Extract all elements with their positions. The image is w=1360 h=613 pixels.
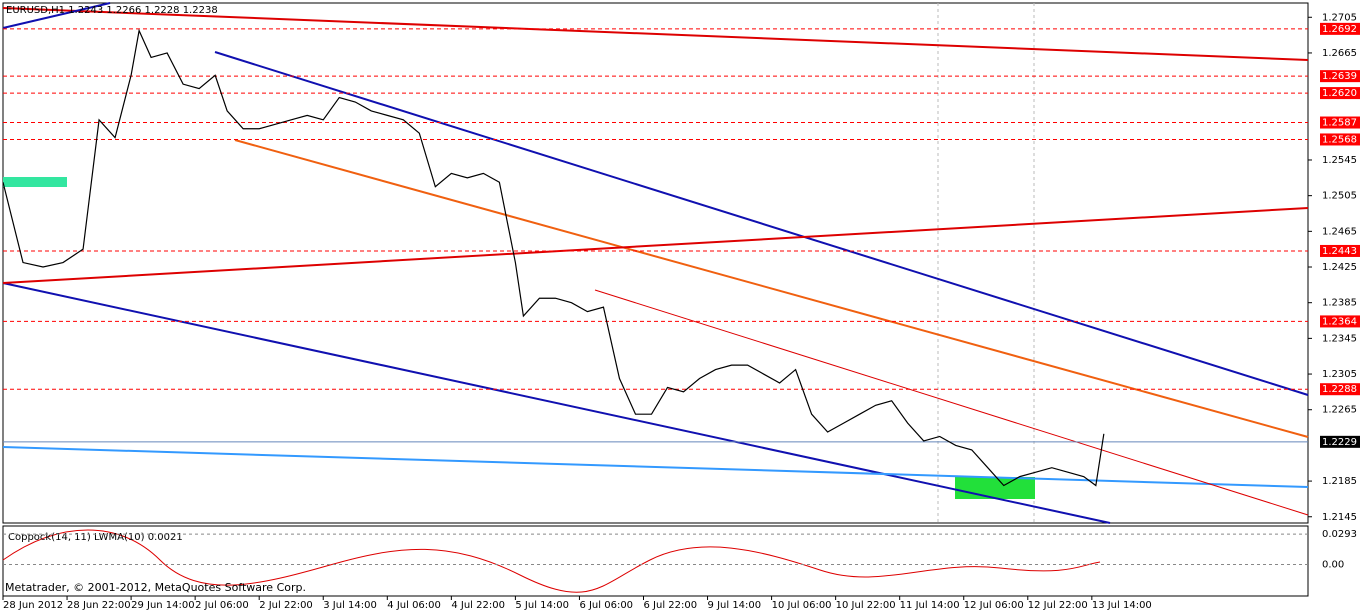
- drawings: [2, 2, 1309, 593]
- trend-line: [234, 139, 1309, 438]
- y-tick-label: 1.2665: [1322, 48, 1357, 59]
- indicator-panel: [2, 525, 1309, 597]
- y-tick-label: 1.2345: [1322, 333, 1357, 344]
- level-label: 1.2587: [1322, 118, 1357, 129]
- y-tick-label: 1.2705: [1322, 12, 1357, 23]
- x-tick-label: 2 Jul 06:00: [195, 600, 249, 611]
- indicator-title: Coppock(14, 11) LWMA(10) 0.0021: [8, 532, 183, 543]
- x-tick-label: 29 Jun 14:00: [131, 600, 195, 611]
- trend-line: [214, 51, 1309, 396]
- x-tick-label: 10 Jul 22:00: [836, 600, 896, 611]
- x-tick-label: 11 Jul 14:00: [900, 600, 960, 611]
- level-tag: [1320, 133, 1360, 146]
- trend-line: [2, 446, 1309, 488]
- level-tag: [1320, 244, 1360, 257]
- y-tick-label: 1.2505: [1322, 191, 1357, 202]
- trend-line: [2, 2, 111, 29]
- y-tick-label: 1.2425: [1322, 262, 1357, 273]
- level-label: 1.2568: [1322, 134, 1357, 145]
- y-tick-label: 1.2185: [1322, 476, 1357, 487]
- x-tick-label: 12 Jul 06:00: [964, 600, 1024, 611]
- x-tick-label: 3 Jul 14:00: [323, 600, 377, 611]
- trend-line: [2, 282, 1111, 524]
- level-tag: [1320, 383, 1360, 396]
- x-tick-label: 5 Jul 14:00: [515, 600, 569, 611]
- x-tick-label: 28 Jun 22:00: [67, 600, 131, 611]
- x-tick-label: 6 Jul 06:00: [579, 600, 633, 611]
- zone: [955, 477, 1035, 499]
- x-tick-label: 10 Jul 06:00: [772, 600, 832, 611]
- y-tick-label: 1.2265: [1322, 405, 1357, 416]
- x-tick-label: 12 Jul 22:00: [1028, 600, 1088, 611]
- level-label: 1.2639: [1322, 71, 1357, 82]
- level-label: 1.2692: [1322, 24, 1357, 35]
- level-tag: [1320, 116, 1360, 129]
- y-tick-label: 1.2545: [1322, 155, 1357, 166]
- x-tick-label: 13 Jul 14:00: [1092, 600, 1152, 611]
- x-tick-label: 6 Jul 22:00: [643, 600, 697, 611]
- x-tick-label: 2 Jul 22:00: [259, 600, 313, 611]
- trend-line: [594, 289, 1309, 516]
- chart-title: EURUSD,H1 1.2243 1.2266 1.2228 1.2238: [6, 5, 218, 16]
- x-tick-label: 4 Jul 06:00: [387, 600, 441, 611]
- level-tag: [1320, 315, 1360, 328]
- price-line: [2, 28, 1105, 487]
- zone: [3, 177, 67, 187]
- price-panel: [2, 2, 1309, 524]
- coppock-line: [2, 529, 1101, 593]
- x-tick-label: 9 Jul 14:00: [708, 600, 762, 611]
- x-tick-label: 28 Jun 2012: [3, 600, 63, 611]
- level-tag: [1320, 87, 1360, 100]
- trend-line: [2, 207, 1309, 284]
- level-tag: [1320, 70, 1360, 83]
- y-tick-label: 1.2385: [1322, 298, 1357, 309]
- level-label: 1.2364: [1322, 316, 1357, 327]
- level-tag: [1320, 22, 1360, 35]
- current-price-tag: [1320, 435, 1360, 448]
- level-label: 1.2443: [1322, 246, 1357, 257]
- indicator-tick-label: 0.0293: [1322, 529, 1357, 540]
- y-tick-label: 1.2145: [1322, 512, 1357, 523]
- y-tick-label: 1.2465: [1322, 226, 1357, 237]
- level-label: 1.2288: [1322, 384, 1357, 395]
- footer: Metatrader, © 2001-2012, MetaQuotes Soft…: [5, 581, 306, 594]
- y-tick-label: 1.2305: [1322, 369, 1357, 380]
- x-tick-label: 4 Jul 22:00: [451, 600, 505, 611]
- trend-line: [2, 7, 1309, 61]
- level-label: 1.2620: [1322, 88, 1357, 99]
- current-price-label: 1.2229: [1322, 437, 1357, 448]
- indicator-tick-label: 0.00: [1322, 560, 1344, 571]
